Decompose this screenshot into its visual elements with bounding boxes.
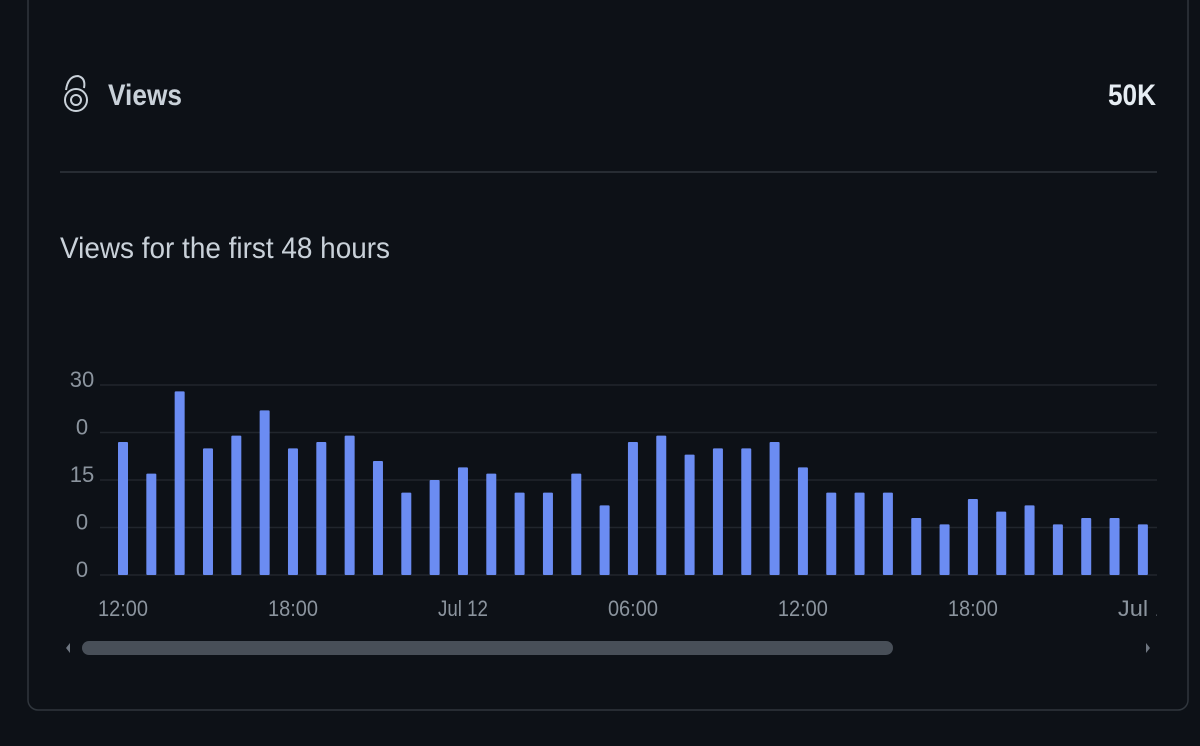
metric-total: 50K: [1108, 79, 1156, 112]
bar: [656, 435, 667, 575]
bar: [882, 492, 893, 575]
scrollbar[interactable]: [66, 641, 1150, 655]
bar: [826, 492, 837, 575]
bar: [146, 473, 157, 575]
bar: [514, 492, 525, 575]
bar: [486, 473, 497, 575]
scroll-left-arrow[interactable]: [66, 643, 70, 653]
bar: [174, 391, 185, 575]
bar: [1081, 518, 1092, 575]
bar: [967, 499, 978, 575]
bar: [401, 492, 412, 575]
bar: [854, 492, 865, 575]
bar: [457, 467, 468, 575]
x-tick-label: 18:00: [948, 596, 998, 621]
x-tick-label: Jul 1: [1118, 596, 1168, 621]
x-tick-label: Jul 12: [438, 596, 488, 621]
bar: [996, 511, 1007, 575]
bar: [372, 461, 383, 575]
bar: [316, 442, 327, 575]
x-tick-label: 12:00: [778, 596, 828, 621]
bar: [911, 518, 922, 575]
bar: [571, 473, 582, 575]
bar: [344, 435, 355, 575]
bar: [231, 435, 242, 575]
chart-subtitle: Views for the first 48 hours: [60, 232, 390, 265]
bar: [1137, 524, 1148, 575]
bar: [627, 442, 638, 575]
y-tick-label: 0: [76, 557, 88, 582]
x-tick-label: 18:00: [268, 596, 318, 621]
bar: [287, 448, 298, 575]
views-icon: [64, 74, 88, 112]
bar: [259, 410, 270, 575]
bar: [202, 448, 213, 575]
y-tick-label: 30: [70, 367, 94, 392]
bar: [939, 524, 950, 575]
bar: [1109, 518, 1120, 575]
x-tick-label: 12:00: [98, 596, 148, 621]
bar: [118, 442, 128, 575]
scroll-thumb[interactable]: [82, 641, 893, 655]
metric-label: Views: [108, 79, 182, 112]
bar: [1024, 505, 1035, 575]
bar: [797, 467, 808, 575]
bar: [599, 505, 610, 575]
scroll-right-arrow[interactable]: [1146, 643, 1150, 653]
bar: [769, 442, 780, 575]
y-tick-label: 0: [76, 509, 88, 534]
bar: [429, 480, 440, 575]
bar: [712, 448, 723, 575]
y-tick-label: 0: [76, 414, 88, 439]
bar: [684, 454, 695, 575]
plot: 0 0 15 0 30 12:00 18:00 Jul 12 06:00 12:00 18:00 Ju…: [70, 367, 1168, 621]
bar: [741, 448, 752, 575]
bar: [1052, 524, 1063, 575]
x-tick-label: 06:00: [608, 596, 658, 621]
bar: [542, 492, 553, 575]
y-tick-label: 15: [70, 462, 94, 487]
